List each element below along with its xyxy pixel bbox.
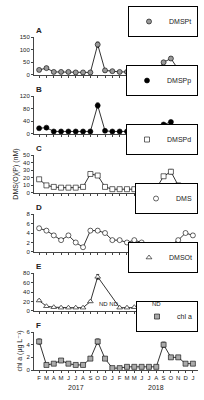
svg-text:0: 0 — [26, 308, 30, 314]
svg-text:F: F — [36, 321, 41, 330]
svg-text:O: O — [95, 375, 100, 381]
svg-text:M: M — [124, 375, 129, 381]
svg-text:J: J — [147, 375, 150, 381]
svg-text:S: S — [88, 375, 92, 381]
svg-text:D: D — [36, 203, 42, 212]
svg-text:6: 6 — [26, 329, 30, 335]
svg-text:C: C — [36, 144, 42, 153]
svg-text:A: A — [52, 375, 56, 381]
svg-text:80: 80 — [23, 106, 30, 112]
svg-text:0: 0 — [26, 367, 30, 373]
svg-text:120: 120 — [20, 93, 31, 99]
svg-text:DMSPt: DMSPt — [169, 18, 191, 25]
svg-text:DMSOt: DMSOt — [169, 254, 192, 261]
svg-text:M: M — [59, 375, 64, 381]
svg-text:0: 0 — [26, 72, 30, 78]
svg-text:F: F — [37, 375, 41, 381]
svg-text:M: M — [44, 375, 49, 381]
svg-text:ND: ND — [152, 301, 161, 307]
svg-text:J: J — [74, 375, 77, 381]
svg-text:M: M — [132, 375, 137, 381]
svg-text:chl a (µg L⁻¹): chl a (µg L⁻¹) — [16, 330, 24, 371]
svg-text:20: 20 — [23, 175, 30, 181]
svg-text:2: 2 — [26, 240, 30, 246]
svg-text:40: 40 — [23, 118, 30, 124]
svg-text:D: D — [103, 375, 108, 381]
svg-text:150: 150 — [20, 34, 31, 40]
svg-text:DMS: DMS — [176, 195, 192, 202]
svg-text:40: 40 — [23, 160, 30, 166]
svg-text:8: 8 — [26, 211, 30, 217]
svg-text:0: 0 — [26, 190, 30, 196]
svg-text:20: 20 — [23, 299, 30, 305]
svg-text:O: O — [169, 375, 174, 381]
svg-text:DMSPd: DMSPd — [167, 136, 191, 143]
svg-text:A: A — [81, 375, 85, 381]
svg-text:N: N — [176, 375, 180, 381]
svg-text:A: A — [36, 26, 42, 35]
svg-text:60: 60 — [23, 280, 30, 286]
svg-text:ND ND: ND ND — [99, 301, 119, 307]
svg-text:2017: 2017 — [68, 384, 84, 391]
svg-text:80: 80 — [23, 270, 30, 276]
svg-text:50: 50 — [23, 152, 30, 158]
svg-text:100: 100 — [20, 47, 31, 53]
svg-text:D: D — [183, 375, 188, 381]
svg-text:0: 0 — [26, 249, 30, 255]
svg-text:30: 30 — [23, 167, 30, 173]
svg-text:6: 6 — [26, 221, 30, 227]
svg-text:4: 4 — [26, 230, 30, 236]
svg-text:A: A — [154, 375, 158, 381]
svg-text:0: 0 — [26, 131, 30, 137]
svg-text:2018: 2018 — [148, 384, 164, 391]
svg-text:F: F — [118, 375, 122, 381]
svg-text:2: 2 — [26, 354, 30, 360]
svg-text:chl a: chl a — [177, 313, 192, 320]
svg-text:S: S — [162, 375, 166, 381]
svg-text:B: B — [36, 85, 42, 94]
svg-text:4: 4 — [26, 342, 30, 348]
svg-text:J: J — [191, 375, 194, 381]
svg-text:10: 10 — [23, 182, 30, 188]
svg-text:DMS(O)(P) (nM): DMS(O)(P) (nM) — [12, 148, 20, 199]
svg-text:DMSPp: DMSPp — [167, 77, 191, 85]
svg-text:J: J — [67, 375, 70, 381]
svg-text:50: 50 — [23, 59, 30, 65]
svg-text:J: J — [140, 375, 143, 381]
svg-text:E: E — [36, 262, 42, 271]
svg-text:J: J — [111, 375, 114, 381]
svg-text:40: 40 — [23, 289, 30, 295]
